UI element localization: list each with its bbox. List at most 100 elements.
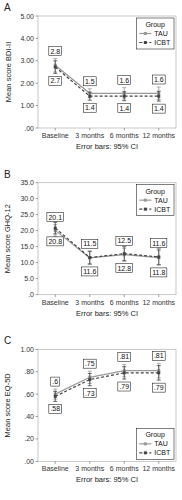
data-label-group: 20.8 [47,237,64,246]
data-label-group: 11.6 [82,267,98,276]
series-line [55,65,159,93]
data-label: 1.4 [154,105,164,112]
data-label-box [116,264,133,273]
y-tick-label: .00 [24,125,34,132]
point-marker [157,95,160,98]
x-tick-label: 3 months [75,465,104,472]
error-bar [122,247,126,261]
legend-marker [144,199,147,202]
data-label: .58 [50,405,60,412]
data-label-group: 1.4 [118,104,131,113]
data-label-group: 2.7 [49,76,62,85]
data-label: 1.5 [85,78,95,85]
legend-swatch [139,33,151,34]
data-label-box [49,76,62,85]
x-tick [124,461,125,464]
y-tick-label: 1.00 [20,102,34,109]
x-tick-label: 12 months [142,299,175,306]
y-tick [36,371,39,372]
data-label-box [83,103,96,112]
data-label-box [118,104,131,113]
data-label-box [82,239,98,248]
y-tick [36,461,39,462]
x-tick-label: Baseline [42,299,69,306]
y-tick [36,16,39,17]
point-marker [157,255,160,258]
y-tick-label: .60 [24,391,34,398]
y-tick [36,198,39,199]
panel: B.05.010.015.020.025.030.035.0Baseline3 … [4,169,177,318]
data-label: .73 [85,390,95,397]
legend-swatch [139,452,151,453]
error-bar [53,391,57,401]
x-tick-label: Baseline [42,465,69,472]
data-label-box [116,236,133,245]
point-marker [123,95,126,98]
error-bar [53,61,57,74]
data-label-box [152,383,165,392]
panel-label: C [4,335,11,346]
y-tick [36,438,39,439]
data-label: .75 [85,360,95,367]
legend-marker [144,32,147,35]
y-tick [36,262,39,263]
data-label: 11.5 [83,240,96,247]
y-tick [36,182,39,183]
y-tick-label: .40 [24,413,34,420]
error-bar [157,249,161,265]
x-tick-label: Baseline [42,132,69,139]
data-label-group: .73 [83,389,96,398]
y-tick-label: .20 [24,435,34,442]
data-label-group: 20.1 [47,213,64,222]
x-tick-label: 6 months [110,132,139,139]
y-tick-label: 20.0 [20,227,34,234]
marks [53,59,161,102]
legend-swatch [139,200,151,201]
panel: C.00.20.40.60.801.00Baseline3 months6 mo… [4,335,177,484]
legend-marker [144,41,147,44]
legend-frame [136,428,174,459]
panel-label: A [4,2,11,13]
y-tick [36,278,39,279]
y-tick-label: .80 [24,368,34,375]
legend: GroupTAUICBT [136,18,174,49]
y-tick-label: 5.0 [24,275,34,282]
figure: A.001.002.003.004.005.00Baseline3 months… [0,0,182,500]
marks [53,363,161,401]
x-tick [89,461,90,464]
error-bar [88,251,92,264]
error-bar [88,373,92,385]
data-label: .6 [52,378,58,385]
legend-label: ICBT [154,39,171,46]
point-marker [54,66,57,69]
point-marker [88,95,91,98]
y-tick [36,349,39,350]
panel-label: B [4,169,11,180]
data-label: 2.7 [50,77,60,84]
y-tick [36,416,39,417]
x-axis-label: Error bars: 95% CI [76,309,138,318]
data-label: 11.6 [83,268,96,275]
data-label: 11.8 [152,269,165,276]
data-label-group: .58 [49,404,62,413]
error-bar [88,251,92,264]
y-axis-label: Mean score GHQ-12 [4,204,13,273]
point-marker [54,395,57,398]
legend-frame [136,18,174,49]
series-line [55,371,159,395]
plot-frame [38,16,176,128]
x-tick-label: 3 months [75,299,104,306]
point-marker [88,378,91,381]
x-tick-label: 3 months [75,132,104,139]
y-tick [36,394,39,395]
data-label-group: 12.8 [116,264,133,273]
point-marker [88,256,91,259]
data-label-group: 12.5 [116,236,133,245]
data-label-box [83,389,96,398]
plot-frame [38,183,176,295]
panel: A.001.002.003.004.005.00Baseline3 months… [4,2,177,151]
data-label-box [152,351,165,360]
x-tick [89,128,90,131]
point-marker [88,256,91,259]
marks [53,222,161,265]
